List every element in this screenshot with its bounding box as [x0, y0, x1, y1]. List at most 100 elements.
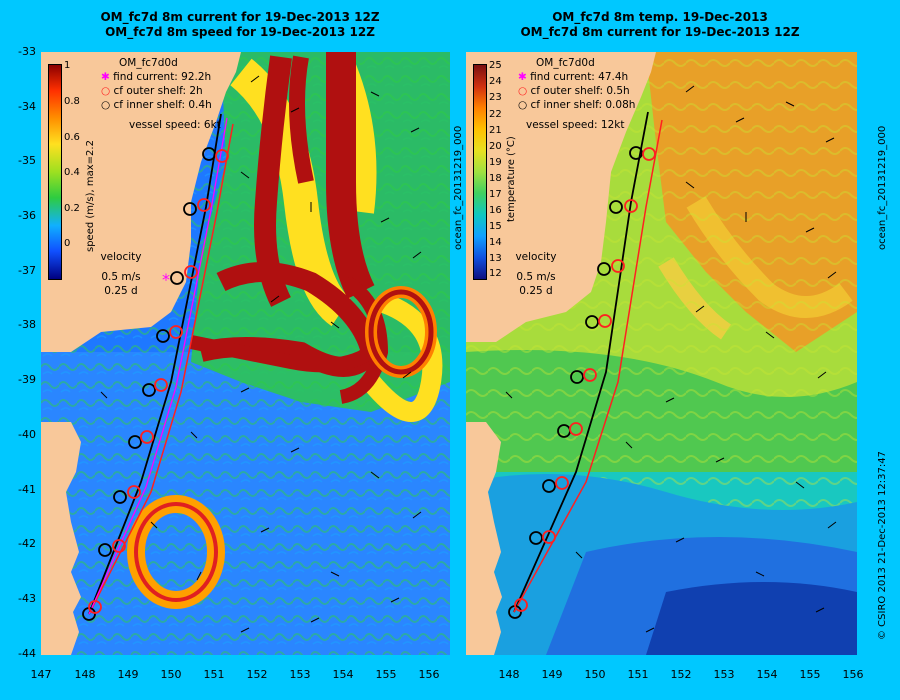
model-label: OM_fc7d0d	[536, 57, 595, 69]
model-label: OM_fc7d0d	[119, 57, 178, 69]
x-tick: 150	[584, 668, 606, 681]
x-tick: 155	[799, 668, 821, 681]
legend-outer-shelf: ○ cf outer shelf: 0.5h	[518, 84, 635, 98]
legend-inner-shelf: ○ cf inner shelf: 0.4h	[101, 98, 221, 112]
velocity-scale: 0.5 m/s	[516, 271, 556, 283]
cbar-tick: 19	[489, 157, 502, 168]
legend-find-current: ✱ find current: 47.4h	[518, 70, 635, 84]
legend-label: cf inner shelf: 0.08h	[530, 99, 636, 111]
star-icon: ✱	[101, 71, 110, 83]
velocity-label: velocity	[100, 251, 142, 263]
map-legend: OM_fc7d0d ✱ find current: 92.2h ○ cf out…	[101, 56, 221, 132]
y-tick: -43	[18, 592, 36, 605]
x-tick: 148	[74, 668, 96, 681]
speed-colorbar	[48, 64, 62, 280]
left-title-line2: OM_fc7d 8m speed for 19-Dec-2013 12Z	[105, 25, 375, 39]
cbar-tick: 0.2	[64, 203, 80, 214]
y-tick: -41	[18, 483, 36, 496]
y-tick: -36	[18, 209, 36, 222]
x-tick: 147	[30, 668, 52, 681]
legend-label: cf inner shelf: 0.4h	[113, 99, 212, 111]
colorbar-title: speed (m/s), max=2.2	[85, 140, 96, 252]
temperature-colorbar	[473, 64, 487, 280]
cbar-tick: 25	[489, 60, 502, 71]
x-tick: 153	[289, 668, 311, 681]
cbar-tick: 17	[489, 189, 502, 200]
velocity-key: velocity 0.5 m/s 0.25 d	[506, 250, 566, 298]
y-tick: -42	[18, 537, 36, 550]
temperature-map-panel: 25 24 23 22 21 20 19 18 17 16 15 14 13 1…	[466, 52, 857, 655]
left-panel-title: OM_fc7d 8m current for 19-Dec-2013 12Z O…	[40, 10, 440, 40]
x-tick: 154	[332, 668, 354, 681]
velocity-label: velocity	[515, 251, 557, 263]
x-tick: 153	[713, 668, 735, 681]
legend-find-current: ✱ find current: 92.2h	[101, 70, 221, 84]
circle-icon: ○	[101, 99, 111, 111]
x-tick: 149	[541, 668, 563, 681]
legend-label: cf outer shelf: 2h	[113, 85, 203, 97]
cbar-tick: 0.6	[64, 132, 80, 143]
x-tick: 150	[160, 668, 182, 681]
legend-label: find current: 47.4h	[530, 71, 629, 83]
right-title-line2: OM_fc7d 8m current for 19-Dec-2013 12Z	[520, 25, 800, 39]
velocity-time: 0.25 d	[519, 285, 553, 297]
side-label-left: ocean_fc_20131219_000	[453, 125, 464, 250]
right-panel-title: OM_fc7d 8m temp. 19-Dec-2013 OM_fc7d 8m …	[465, 10, 855, 40]
speed-map: *	[41, 52, 450, 655]
right-title-line1: OM_fc7d 8m temp. 19-Dec-2013	[552, 10, 768, 24]
velocity-key: velocity 0.5 m/s 0.25 d	[91, 250, 151, 298]
cbar-tick: 14	[489, 237, 502, 248]
x-tick: 156	[418, 668, 440, 681]
temperature-map	[466, 52, 857, 655]
copyright: © CSIRO 2013 21-Dec-2013 12:37:47	[877, 451, 888, 640]
x-tick: 149	[117, 668, 139, 681]
star-icon: ✱	[518, 71, 527, 83]
y-tick: -35	[18, 154, 36, 167]
x-tick: 155	[375, 668, 397, 681]
velocity-arrows	[505, 85, 837, 633]
x-tick: 152	[670, 668, 692, 681]
y-tick: -40	[18, 428, 36, 441]
y-tick: -38	[18, 318, 36, 331]
cbar-tick: 0.4	[64, 167, 80, 178]
find-current-star: *	[162, 270, 170, 289]
x-tick: 156	[842, 668, 864, 681]
cbar-tick: 1	[64, 60, 71, 71]
colorbar-title: temperature (°C)	[506, 136, 517, 222]
x-tick: 151	[627, 668, 649, 681]
y-tick: -34	[18, 100, 36, 113]
vessel-speed: vessel speed: 6kt	[129, 119, 221, 131]
cbar-tick: 22	[489, 109, 502, 120]
cbar-tick: 21	[489, 125, 502, 136]
map-legend: OM_fc7d0d ✱ find current: 47.4h ○ cf out…	[518, 56, 635, 132]
cbar-tick: 18	[489, 173, 502, 184]
cbar-tick: 0.8	[64, 96, 80, 107]
circle-icon: ○	[101, 85, 111, 97]
y-tick: -44	[18, 647, 36, 660]
velocity-time: 0.25 d	[104, 285, 138, 297]
speed-map-panel: * 1 0.8 0.6 0.4 0.2 0 speed (m/s), max=2…	[41, 52, 450, 655]
legend-label: cf outer shelf: 0.5h	[530, 85, 630, 97]
velocity-arrows	[100, 75, 422, 633]
y-tick: -33	[18, 45, 36, 58]
cbar-tick: 16	[489, 205, 502, 216]
y-tick: -39	[18, 373, 36, 386]
cbar-tick: 20	[489, 141, 502, 152]
cbar-tick: 13	[489, 253, 502, 264]
cbar-tick: 23	[489, 92, 502, 103]
x-tick: 152	[246, 668, 268, 681]
vessel-speed: vessel speed: 12kt	[526, 119, 625, 131]
circle-icon: ○	[518, 99, 528, 111]
circle-icon: ○	[518, 85, 528, 97]
side-label-right: ocean_fc_20131219_000	[877, 125, 888, 250]
cbar-tick: 24	[489, 76, 502, 87]
cbar-tick: 12	[489, 268, 502, 279]
legend-label: find current: 92.2h	[113, 71, 212, 83]
cbar-tick: 0	[64, 238, 71, 249]
legend-inner-shelf: ○ cf inner shelf: 0.08h	[518, 98, 635, 112]
velocity-scale: 0.5 m/s	[101, 271, 141, 283]
x-tick: 154	[756, 668, 778, 681]
x-tick: 148	[498, 668, 520, 681]
left-title-line1: OM_fc7d 8m current for 19-Dec-2013 12Z	[100, 10, 380, 24]
cbar-tick: 15	[489, 221, 502, 232]
